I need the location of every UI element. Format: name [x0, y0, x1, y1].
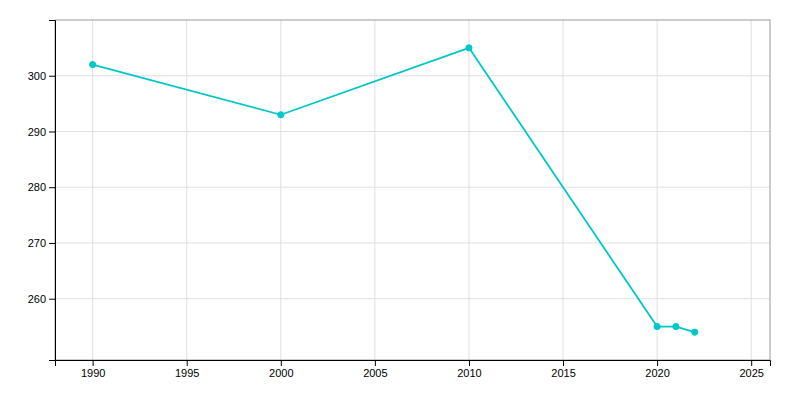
point — [90, 62, 96, 68]
tick-label: 300 — [28, 70, 46, 82]
tick-label: 2005 — [363, 367, 387, 379]
point — [278, 112, 284, 118]
point — [654, 323, 660, 329]
tick: 300 — [28, 70, 55, 82]
marks — [90, 45, 698, 335]
axis-line — [56, 361, 771, 367]
tick-label: 1995 — [175, 367, 199, 379]
grid-line-x — [751, 20, 752, 360]
tick-mark — [49, 299, 55, 300]
grid-line-x — [657, 20, 658, 360]
tick-label: 260 — [28, 293, 46, 305]
grid-line-x — [563, 20, 564, 360]
tick-mark — [187, 360, 188, 366]
tick-mark — [751, 360, 752, 366]
tick-label: 1990 — [81, 367, 105, 379]
tick: 260 — [28, 293, 55, 305]
y-axis: 260 270 280 290 300 — [28, 21, 56, 361]
point — [466, 45, 472, 51]
tick: 270 — [28, 237, 55, 249]
grid-line-y — [55, 298, 770, 299]
grid-line-y — [55, 187, 770, 188]
tick-mark — [93, 360, 94, 366]
grid-line-x — [468, 20, 469, 360]
tick-label: 2020 — [645, 367, 669, 379]
tick-mark — [49, 131, 55, 132]
tick-label: 2025 — [739, 367, 763, 379]
grid-line-y — [55, 75, 770, 76]
grid-line-x — [186, 20, 187, 360]
tick-mark — [469, 360, 470, 366]
x-axis: 1990 1995 2000 2005 2010 2015 2020 2025 — [56, 360, 771, 379]
tick: 2020 — [645, 360, 669, 379]
grid-line-x — [374, 20, 375, 360]
grid-line-y — [55, 242, 770, 243]
tick: 2015 — [551, 360, 575, 379]
grid — [55, 20, 770, 360]
tick-label: 280 — [28, 181, 46, 193]
tick-mark — [49, 187, 55, 188]
tick-label: 270 — [28, 237, 46, 249]
tick: 290 — [28, 125, 55, 137]
tick: 2025 — [739, 360, 763, 379]
tick-mark — [563, 360, 564, 366]
tick: 2010 — [457, 360, 481, 379]
tick-label: 2000 — [269, 367, 293, 379]
tick-mark — [49, 76, 55, 77]
tick: 1995 — [175, 360, 199, 379]
axis-line — [49, 21, 56, 361]
grid-line-y — [55, 131, 770, 132]
tick: 280 — [28, 181, 55, 193]
tick: 2005 — [363, 360, 387, 379]
tick-mark — [657, 360, 658, 366]
tick: 1990 — [81, 360, 105, 379]
tick-label: 2015 — [551, 367, 575, 379]
grid-line-x — [92, 20, 93, 360]
point — [692, 329, 698, 335]
tick-label: 2010 — [457, 367, 481, 379]
plot-frame — [55, 20, 770, 360]
tick: 2000 — [269, 360, 293, 379]
tick-mark — [281, 360, 282, 366]
point — [673, 323, 679, 329]
tick-label: 290 — [28, 125, 46, 137]
plot: 1990 1995 2000 2005 2010 2015 2020 2025 260 270 28… — [28, 20, 771, 379]
line — [93, 48, 695, 332]
tick-mark — [49, 243, 55, 244]
chart-svg: 1990 1995 2000 2005 2010 2015 2020 2025 260 270 28… — [0, 0, 800, 400]
tick-mark — [375, 360, 376, 366]
grid-line-x — [280, 20, 281, 360]
